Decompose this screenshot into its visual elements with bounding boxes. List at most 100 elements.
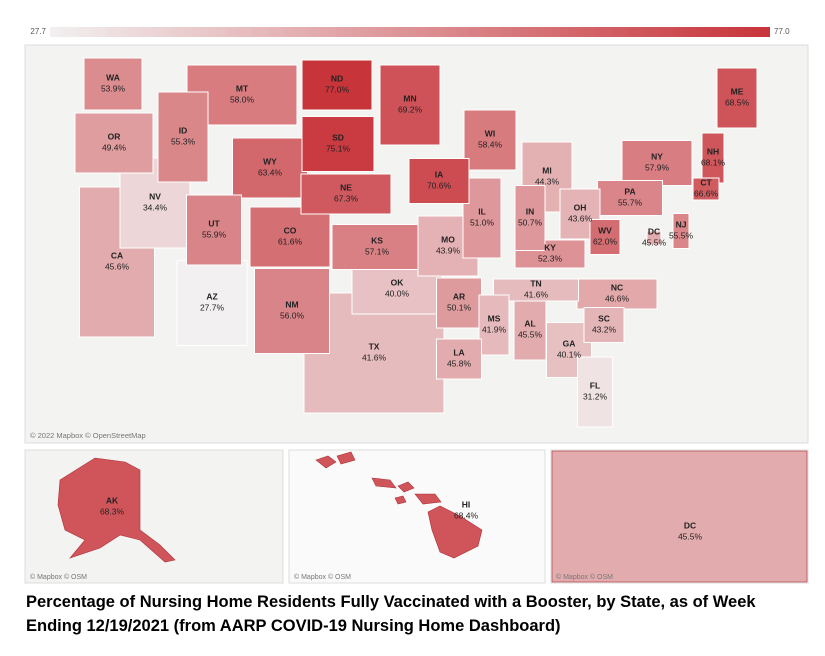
- state-value-label: 50.1%: [447, 302, 472, 312]
- color-legend-bar: [50, 27, 770, 37]
- state-label: UT: [208, 218, 220, 228]
- state-label: IN: [526, 206, 535, 216]
- state-label: WA: [106, 72, 120, 82]
- inset-panel: [288, 449, 546, 584]
- state-value-label: 45.5%: [518, 329, 543, 339]
- state-value-label: 58.0%: [230, 94, 255, 104]
- state-region: [301, 116, 375, 172]
- state-value-label: 45.8%: [447, 358, 472, 368]
- state-label: OK: [391, 277, 405, 287]
- state-region: [300, 173, 392, 215]
- state-region: [57, 457, 176, 563]
- state-value-label: 45.5%: [642, 237, 667, 247]
- attribution: © Mapbox © OSM: [294, 573, 351, 581]
- state-label: NE: [340, 182, 352, 192]
- state-region: [478, 294, 510, 356]
- state-region: [716, 67, 758, 129]
- state-region: [157, 91, 209, 183]
- state-value-label: 43.2%: [592, 324, 617, 334]
- state-region: [551, 450, 808, 583]
- state-value-label: 51.0%: [470, 217, 495, 227]
- legend-label: 77.0: [774, 27, 790, 36]
- state-label: MO: [441, 234, 455, 244]
- state-value-label: 68.4%: [454, 510, 479, 520]
- state-label: NY: [651, 151, 663, 161]
- state-value-label: 57.1%: [365, 246, 390, 256]
- state-region: [254, 268, 330, 354]
- state-label: MN: [403, 93, 416, 103]
- state-label: KS: [371, 235, 383, 245]
- state-value-label: 52.3%: [538, 253, 563, 263]
- state-value-label: 45.6%: [105, 261, 130, 271]
- state-label: SD: [332, 132, 344, 142]
- state-label: SC: [598, 313, 610, 323]
- state-label: MI: [542, 165, 551, 175]
- state-label: NM: [285, 299, 298, 309]
- state-label: WV: [598, 225, 612, 235]
- state-label: CT: [700, 177, 712, 187]
- state-label: MS: [488, 313, 501, 323]
- state-region: [436, 338, 482, 380]
- attribution: © 2022 Mapbox © OpenStreetMap: [30, 431, 146, 440]
- state-value-label: 41.9%: [482, 324, 507, 334]
- state-value-label: 53.9%: [101, 83, 126, 93]
- state-region: [577, 356, 613, 428]
- state-label: IA: [435, 169, 444, 179]
- state-value-label: 77.0%: [325, 84, 350, 94]
- state-label: IL: [478, 206, 486, 216]
- state-value-label: 49.4%: [102, 142, 127, 152]
- state-label: ND: [331, 73, 343, 83]
- state-label: OH: [574, 202, 587, 212]
- state-label: TX: [369, 341, 380, 351]
- state-value-label: 56.0%: [280, 310, 305, 320]
- state-region: [83, 57, 143, 111]
- state-region: [331, 224, 423, 270]
- legend-label: 27.7: [30, 27, 46, 36]
- state-label: MT: [236, 83, 249, 93]
- state-region: [176, 260, 248, 346]
- state-label: AK: [106, 495, 119, 505]
- attribution: © Mapbox © OSM: [30, 573, 87, 581]
- state-region: [583, 307, 625, 343]
- state-label: NV: [149, 191, 161, 201]
- state-region: [692, 177, 720, 201]
- state-label: NC: [611, 282, 623, 292]
- state-value-label: 68.3%: [100, 506, 125, 516]
- state-region: [74, 112, 154, 174]
- state-value-label: 40.1%: [557, 349, 582, 359]
- state-region: [493, 278, 579, 302]
- state-value-label: 55.7%: [618, 197, 643, 207]
- state-label: AL: [524, 318, 535, 328]
- state-region: [379, 64, 441, 146]
- state-label: NH: [707, 146, 719, 156]
- attribution: © Mapbox © OSM: [556, 573, 613, 581]
- state-value-label: 57.9%: [645, 162, 670, 172]
- state-label: CO: [284, 225, 297, 235]
- state-region: [315, 451, 483, 559]
- state-label: WI: [485, 128, 495, 138]
- state-label: CA: [111, 250, 123, 260]
- state-value-label: 66.6%: [694, 188, 719, 198]
- state-value-label: 68.5%: [725, 97, 750, 107]
- state-value-label: 45.5%: [678, 531, 703, 541]
- state-label: GA: [563, 338, 576, 348]
- state-label: LA: [453, 347, 464, 357]
- state-value-label: 55.5%: [669, 230, 694, 240]
- state-label: OR: [108, 131, 121, 141]
- state-label: NJ: [676, 219, 687, 229]
- state-label: AZ: [206, 291, 217, 301]
- state-region: [514, 185, 546, 251]
- state-value-label: 61.6%: [278, 236, 303, 246]
- state-label: HI: [462, 499, 471, 509]
- state-region: [672, 213, 690, 249]
- state-value-label: 27.7%: [200, 302, 225, 312]
- state-value-label: 67.3%: [334, 193, 359, 203]
- state-value-label: 75.1%: [326, 143, 351, 153]
- state-value-label: 62.0%: [593, 236, 618, 246]
- state-label: AR: [453, 291, 465, 301]
- state-value-label: 58.4%: [478, 139, 503, 149]
- state-value-label: 69.2%: [398, 104, 423, 114]
- state-label: PA: [624, 186, 635, 196]
- state-label: DC: [684, 520, 696, 530]
